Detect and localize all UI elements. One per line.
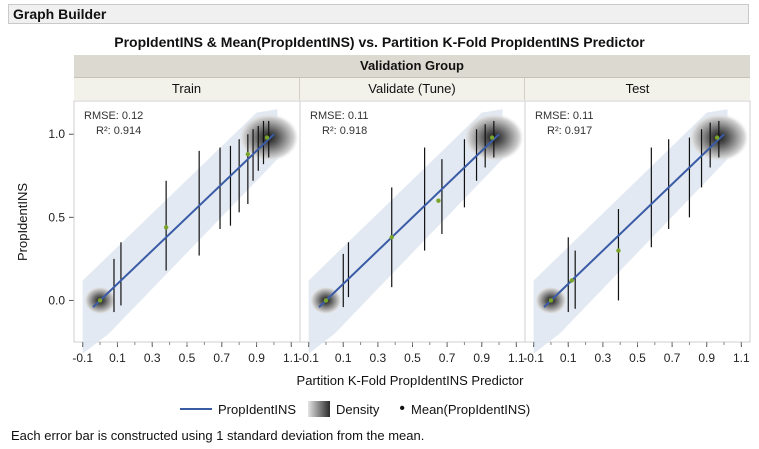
x-tick-label: 0.5: [629, 351, 646, 365]
x-tick-label: 0.7: [664, 351, 681, 365]
x-tick-label: 0.7: [213, 351, 230, 365]
mean-point: [548, 298, 554, 303]
x-tick-label: 1.1: [283, 351, 300, 365]
legend-line-label: PropIdentINS: [218, 401, 297, 417]
y-axis-label: PropIdentINS: [15, 183, 30, 261]
confidence-band: [82, 109, 278, 354]
panel-header-test[interactable]: Test: [525, 78, 750, 100]
graph-builder-header[interactable]: Graph Builder: [8, 4, 749, 24]
legend-density-label: Density: [336, 401, 380, 417]
y-tick-label: 0.0: [48, 293, 65, 307]
confidence-band: [533, 109, 728, 354]
mean-point: [569, 278, 574, 283]
x-tick-label: 0.9: [473, 351, 490, 365]
mean-point: [436, 198, 441, 203]
fit-line: [318, 133, 500, 308]
fit-line-swatch: [180, 408, 212, 410]
fit-line: [92, 133, 275, 308]
x-tick-label: 0.9: [248, 351, 265, 365]
x-tick-label: 0.9: [698, 351, 715, 365]
mean-point: [489, 135, 495, 140]
y-tick-label: 1.0: [48, 127, 65, 141]
panel-header-train[interactable]: Train: [74, 78, 300, 100]
x-tick-label: 0.5: [404, 351, 421, 365]
x-tick-label: 1.1: [508, 351, 525, 365]
mean-point: [616, 248, 621, 253]
r2-label: R²: 0.914: [96, 125, 141, 137]
x-tick-label: 1.1: [733, 351, 750, 365]
panel-1[interactable]: RMSE: 0.11 R²: 0.918 -0.1 0.1 0.3 0.5 0.7 0.9 1.…: [298, 100, 526, 365]
mean-point: [714, 135, 720, 140]
x-tick-label: 0.3: [370, 351, 387, 365]
legend-mean-label: Mean(PropIdentINS): [411, 401, 531, 417]
panel-2[interactable]: RMSE: 0.11 R²: 0.917 -0.1 0.1 0.3 0.5 0.7 0.9 1.…: [523, 100, 751, 365]
fit-line: [543, 133, 725, 308]
panel-0[interactable]: RMSE: 0.12 R²: 0.914 -0.1 0.1 0.3 0.5 0.7 0.9 1.…: [72, 100, 301, 365]
x-tick-label: 0.5: [179, 351, 196, 365]
x-axis-label: Partition K-Fold PropIdentINS Predictor: [297, 373, 525, 388]
r2-label: R²: 0.917: [547, 125, 592, 137]
mean-dot-icon: •: [399, 400, 406, 417]
mean-point: [323, 298, 329, 303]
mean-point: [163, 225, 169, 230]
chart-title: PropIdentINS & Mean(PropIdentINS) vs. Pa…: [114, 34, 645, 50]
rmse-label: RMSE: 0.11: [310, 110, 369, 122]
density-swatch: [308, 401, 331, 417]
x-tick-label: -0.1: [72, 351, 93, 365]
panel-header-validate[interactable]: Validate (Tune): [300, 78, 525, 100]
footnote: Each error bar is constructed using 1 st…: [11, 428, 425, 443]
rmse-label: RMSE: 0.12: [84, 110, 143, 122]
mean-point: [245, 151, 251, 157]
x-tick-label: -0.1: [523, 351, 544, 365]
x-tick-label: 0.1: [560, 351, 577, 365]
r2-label: R²: 0.918: [322, 125, 367, 137]
confidence-band: [308, 109, 503, 354]
y-tick-label: 0.5: [48, 210, 65, 224]
x-tick-label: 0.1: [109, 351, 126, 365]
validation-group-header[interactable]: Validation Group: [74, 55, 750, 78]
legend: PropIdentINS Density • Mean(PropIdentINS…: [180, 399, 530, 419]
x-tick-label: -0.1: [298, 351, 319, 365]
x-tick-label: 0.1: [335, 351, 352, 365]
x-tick-label: 0.3: [144, 351, 161, 365]
mean-point: [97, 298, 103, 303]
x-tick-label: 0.7: [439, 351, 456, 365]
rmse-label: RMSE: 0.11: [535, 110, 594, 122]
x-tick-label: 0.3: [595, 351, 612, 365]
mean-point: [389, 235, 394, 240]
mean-point: [264, 135, 270, 140]
